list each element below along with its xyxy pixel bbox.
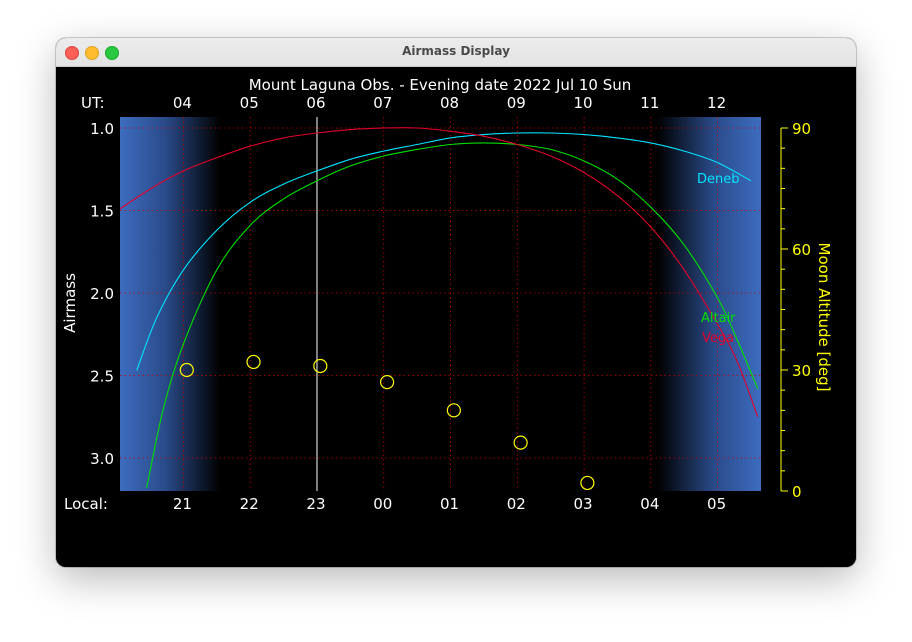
local-row-label: Local:: [64, 495, 108, 513]
ut-tick-label: 07: [373, 94, 392, 112]
airmass-axis-label: Airmass: [61, 273, 79, 333]
moon-altitude-marker: [313, 358, 328, 374]
moon-axis-tick-label: 60: [792, 241, 811, 259]
airmass-tick-label: 1.0: [90, 120, 114, 138]
local-tick-label: 01: [440, 495, 459, 513]
zoom-button[interactable]: [105, 46, 119, 60]
airmass-tick-label: 2.0: [90, 285, 114, 303]
ut-tick-label: 06: [306, 94, 325, 112]
ut-tick-label: 04: [173, 94, 192, 112]
moon-axis-label: Moon Altitude [deg]: [815, 243, 833, 392]
moon-axis-tick-label: 90: [792, 120, 811, 138]
ut-tick-label: 11: [640, 94, 659, 112]
app-window: Airmass Display: [56, 38, 856, 567]
moon-altitude-marker: [379, 375, 395, 390]
local-tick-label: 02: [507, 495, 526, 513]
local-tick-label: 00: [373, 495, 392, 513]
moon-axis-tick-label: 30: [792, 362, 811, 380]
moon-altitude-marker: [446, 403, 461, 418]
chart-area: 90 60 30 0 Moon Altitude [deg] 1.0 1.5 2.0 2.5 3.…: [56, 67, 856, 567]
ut-tick-label: 09: [507, 94, 526, 112]
series-line-altair: [146, 142, 759, 488]
ut-tick-label: 05: [240, 94, 259, 112]
ut-tick-label: 12: [707, 94, 726, 112]
moon-altitude-marker: [580, 475, 595, 491]
ut-tick-label: 10: [574, 94, 593, 112]
series-label-deneb: Deneb: [697, 172, 740, 187]
moon-altitude-marker: [179, 362, 194, 378]
local-tick-label: 05: [707, 495, 726, 513]
local-tick-label: 03: [574, 495, 593, 513]
local-tick-label: 21: [173, 495, 192, 513]
close-button[interactable]: [65, 46, 79, 60]
series-label-vega: Vega: [702, 331, 734, 346]
ut-row-label: UT:: [81, 94, 105, 112]
local-tick-label: 04: [640, 495, 659, 513]
evening-twilight-band: [120, 117, 221, 491]
moon-altitude-marker: [246, 354, 261, 370]
ut-tick-label: 08: [440, 94, 459, 112]
moon-axis-tick-label: 0: [792, 483, 802, 501]
minimize-button[interactable]: [85, 46, 99, 60]
series-line-vega: [120, 127, 759, 417]
series-label-altair: Altair: [701, 311, 736, 326]
series-line-deneb: [136, 132, 752, 371]
window-title: Airmass Display: [402, 44, 510, 58]
airmass-tick-label: 2.5: [90, 368, 114, 386]
title-bar[interactable]: Airmass Display: [56, 38, 856, 67]
moon-altitude-marker: [513, 435, 528, 450]
local-tick-label: 22: [240, 495, 259, 513]
chart-title: Mount Laguna Obs. - Evening date 2022 Ju…: [249, 76, 632, 94]
airmass-tick-label: 1.5: [90, 203, 114, 221]
morning-twilight-band: [657, 117, 761, 491]
airmass-chart: 90 60 30 0 Moon Altitude [deg] 1.0 1.5 2.0 2.5 3.…: [61, 76, 833, 513]
local-tick-label: 23: [306, 495, 325, 513]
airmass-tick-label: 3.0: [90, 450, 114, 468]
